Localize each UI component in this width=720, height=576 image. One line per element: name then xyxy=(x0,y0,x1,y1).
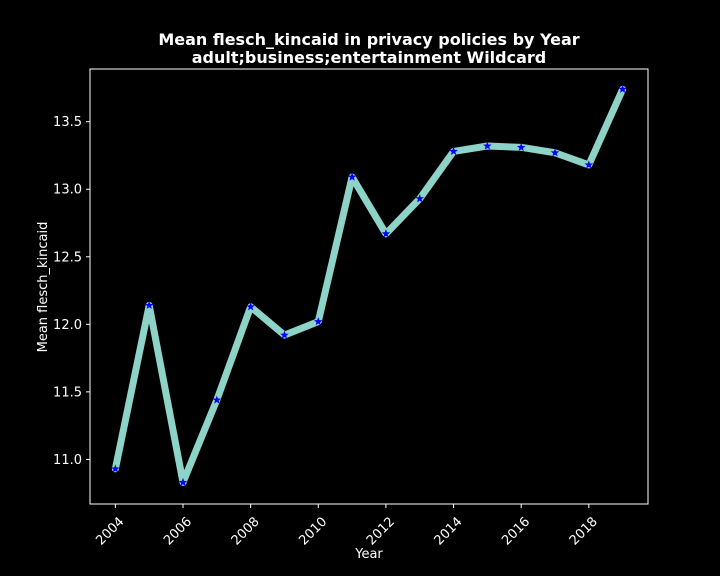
y-tick-label: 11.5 xyxy=(53,385,82,400)
data-point-marker xyxy=(449,146,458,156)
chart-title: Mean flesch_kincaid in privacy policies … xyxy=(158,30,579,49)
x-tick-label: 2006 xyxy=(161,514,195,548)
y-tick-label: 13.5 xyxy=(53,115,82,130)
data-point-marker xyxy=(212,395,222,404)
data-point-marker xyxy=(246,302,255,311)
data-point-marker xyxy=(584,160,594,169)
y-tick-label: 11.0 xyxy=(53,453,82,468)
data-point-marker xyxy=(144,300,154,310)
plot-area: 11.0 11.5 12.0 12.5 13.0 13.5 2004 2006 2008 2010… xyxy=(53,68,649,548)
x-tick-label: 2016 xyxy=(499,514,533,548)
axes-frame xyxy=(89,68,649,505)
x-tick-label: 2004 xyxy=(93,514,127,548)
data-point-marker xyxy=(313,317,323,326)
data-point-marker xyxy=(280,330,289,339)
data-point-marker xyxy=(178,477,188,487)
y-axis-label: Mean flesch_kincaid xyxy=(36,222,51,353)
x-axis-label: Year xyxy=(354,547,383,562)
data-point-marker xyxy=(550,148,560,157)
x-tick-label: 2010 xyxy=(296,514,330,548)
y-tick-label: 13.0 xyxy=(53,183,82,198)
x-tick-label: 2008 xyxy=(229,514,263,548)
data-point-marker xyxy=(347,172,357,181)
y-tick-label: 12.0 xyxy=(53,318,82,333)
y-tick-label: 12.5 xyxy=(53,250,82,265)
x-tick-label: 2014 xyxy=(432,514,466,548)
data-point-marker xyxy=(415,194,425,203)
x-tick-label: 2018 xyxy=(567,514,601,548)
data-point-marker xyxy=(516,142,526,151)
data-point-marker xyxy=(618,84,627,93)
series-line xyxy=(111,85,627,486)
data-point-marker xyxy=(111,464,120,473)
x-tick-label: 2012 xyxy=(364,514,398,548)
data-point-marker xyxy=(483,141,492,150)
chart-subtitle: adult;business;entertainment Wildcard xyxy=(192,48,547,67)
data-point-marker xyxy=(381,229,391,238)
